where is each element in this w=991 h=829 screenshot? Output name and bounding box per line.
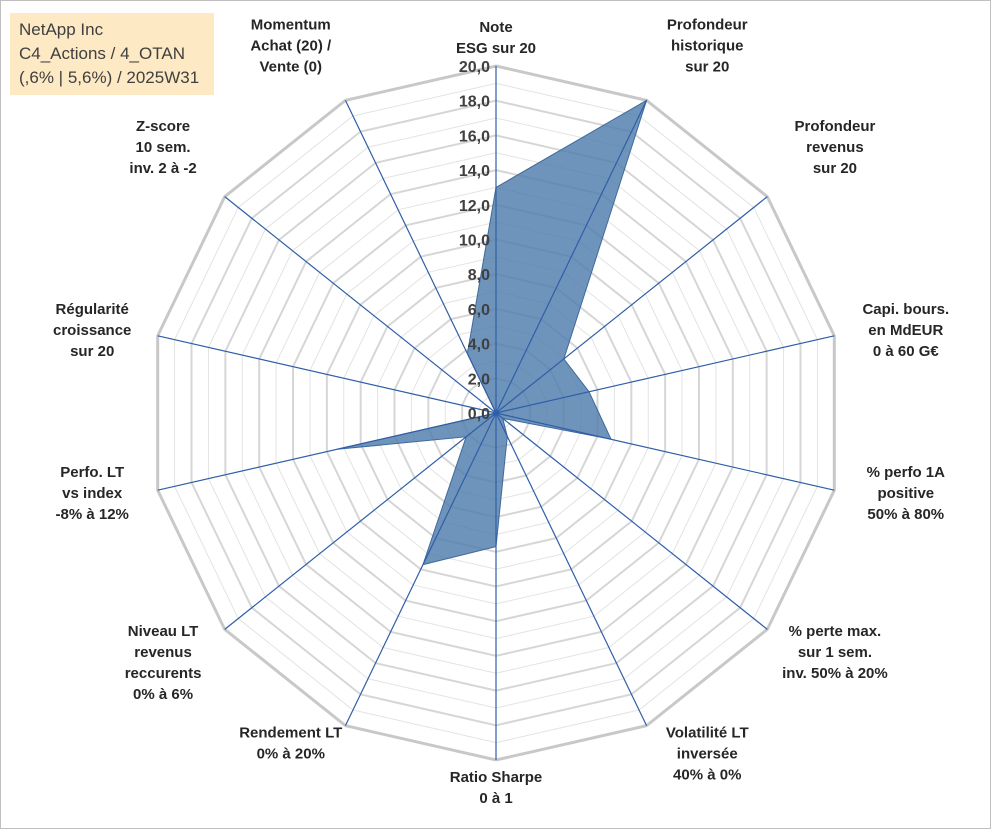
axis-label-line: Achat (20) / — [250, 37, 332, 54]
data-series-area — [336, 99, 648, 566]
tick-label: 12,0 — [459, 198, 490, 215]
axis-label: Niveau LT revenus reccurents 0% à 6% — [125, 623, 202, 703]
axis-label: Momentum Achat (20) / Vente (0) — [250, 16, 332, 75]
data-point — [495, 186, 497, 188]
axis-label-line: revenus — [806, 139, 864, 156]
axis-spoke — [495, 412, 768, 630]
axis-label-line: inversée — [677, 746, 738, 763]
axis-label-line: inv. 50% à 20% — [782, 665, 888, 682]
axis-label-line: Note — [479, 19, 512, 36]
axis-label-line: Niveau LT — [128, 623, 199, 640]
tick-label: 6,0 — [468, 302, 490, 319]
tick-label: 14,0 — [459, 163, 490, 180]
axis-spoke — [344, 100, 497, 414]
axis-label: Note ESG sur 20 — [456, 19, 536, 57]
axis-label-line: Vente (0) — [259, 58, 322, 75]
axis-spoke — [224, 412, 497, 630]
tick-label: 2,0 — [468, 371, 490, 388]
tick-label: 10,0 — [459, 233, 490, 250]
data-point — [563, 358, 565, 360]
axis-label: Rendement LT 0% à 20% — [239, 725, 342, 763]
tick-label: 20,0 — [459, 59, 490, 76]
axis-label-line: 10 sem. — [136, 139, 191, 156]
axis-label-line: Volatilité LT — [666, 725, 749, 742]
axis-label: Profondeur revenus sur 20 — [795, 118, 876, 177]
axis-label-line: Perfo. LT — [60, 464, 124, 481]
axis-label: Perfo. LT vs index -8% à 12% — [56, 464, 129, 523]
data-point — [465, 436, 467, 438]
axis-label: % perte max. sur 1 sem. inv. 50% à 20% — [782, 623, 888, 682]
axis-label: Volatilité LT inversée 40% à 0% — [666, 725, 749, 784]
axis-label-line: Profondeur — [795, 118, 876, 135]
axis-spoke — [495, 412, 835, 491]
axis-label-line: historique — [671, 37, 744, 54]
axis-label-line: Momentum — [251, 16, 331, 33]
axis-label: % perfo 1A positive 50% à 80% — [867, 464, 946, 523]
axis-label-line: sur 20 — [70, 343, 114, 360]
axis-label-line: ESG sur 20 — [456, 40, 536, 57]
tick-label: 0,0 — [468, 406, 490, 423]
axis-label-line: % perte max. — [789, 623, 882, 640]
data-point — [495, 546, 497, 548]
axis-spoke — [224, 196, 497, 414]
data-point — [336, 448, 338, 450]
axis-label-line: inv. 2 à -2 — [129, 160, 196, 177]
tick-label: 4,0 — [468, 337, 490, 354]
axis-label-line: revenus — [134, 644, 192, 661]
axis-label-line: Profondeur — [667, 16, 748, 33]
info-line-period: (,6% | 5,6%) / 2025W31 — [19, 68, 200, 87]
tick-label: 16,0 — [459, 128, 490, 145]
info-line-category: C4_Actions / 4_OTAN — [19, 44, 185, 63]
data-point — [422, 564, 424, 566]
axis-label-line: % perfo 1A — [867, 464, 946, 481]
axis-label-line: Ratio Sharpe — [450, 769, 543, 786]
axis-label-line: Régularité — [56, 301, 129, 318]
tick-label: 8,0 — [468, 267, 490, 284]
data-point — [506, 435, 508, 437]
info-box: NetApp Inc C4_Actions / 4_OTAN (,6% | 5,… — [10, 13, 214, 95]
data-point — [495, 412, 497, 414]
axis-label-line: croissance — [53, 322, 131, 339]
axis-label-line: en MdEUR — [868, 322, 943, 339]
axis-label-line: -8% à 12% — [56, 506, 129, 523]
axis-label-line: Z-score — [136, 118, 190, 135]
data-point — [610, 438, 612, 440]
axis-label: Ratio Sharpe 0 à 1 — [450, 769, 543, 807]
axis-spoke — [157, 335, 497, 414]
axis-spoke — [157, 412, 497, 491]
axis-spoke — [495, 335, 835, 414]
axis-label-line: 0% à 6% — [133, 686, 193, 703]
info-line-company: NetApp Inc — [19, 20, 104, 39]
tick-label: 18,0 — [459, 94, 490, 111]
data-point — [646, 99, 648, 101]
axis-label-line: vs index — [62, 485, 123, 502]
axis-label-line: reccurents — [125, 665, 202, 682]
axis-spoke — [495, 196, 768, 414]
axis-label-line: 50% à 80% — [867, 506, 944, 523]
axis-label-line: Capi. bours. — [862, 301, 949, 318]
axis-spoke — [495, 100, 648, 414]
axis-label-line: 0 à 1 — [479, 790, 512, 807]
axis-label: Z-score 10 sem. inv. 2 à -2 — [129, 118, 196, 177]
axis-label-line: sur 20 — [685, 58, 729, 75]
axis-label: Régularité croissance sur 20 — [53, 301, 131, 360]
axis-label-line: sur 1 sem. — [798, 644, 872, 661]
axis-label-line: sur 20 — [813, 160, 857, 177]
axis-spoke — [495, 412, 648, 726]
axis-label-line: Rendement LT — [239, 725, 342, 742]
data-point — [502, 417, 504, 419]
axis-label-line: 0% à 20% — [257, 746, 325, 763]
data-point — [588, 391, 590, 393]
axis-label-line: positive — [877, 485, 934, 502]
axis-label: Profondeur historique sur 20 — [667, 16, 748, 75]
axis-label-line: 40% à 0% — [673, 767, 741, 784]
axis-label: Capi. bours. en MdEUR 0 à 60 G€ — [862, 301, 949, 360]
axis-spoke — [344, 412, 497, 726]
axis-label-line: 0 à 60 G€ — [873, 343, 940, 360]
data-point — [466, 353, 468, 355]
